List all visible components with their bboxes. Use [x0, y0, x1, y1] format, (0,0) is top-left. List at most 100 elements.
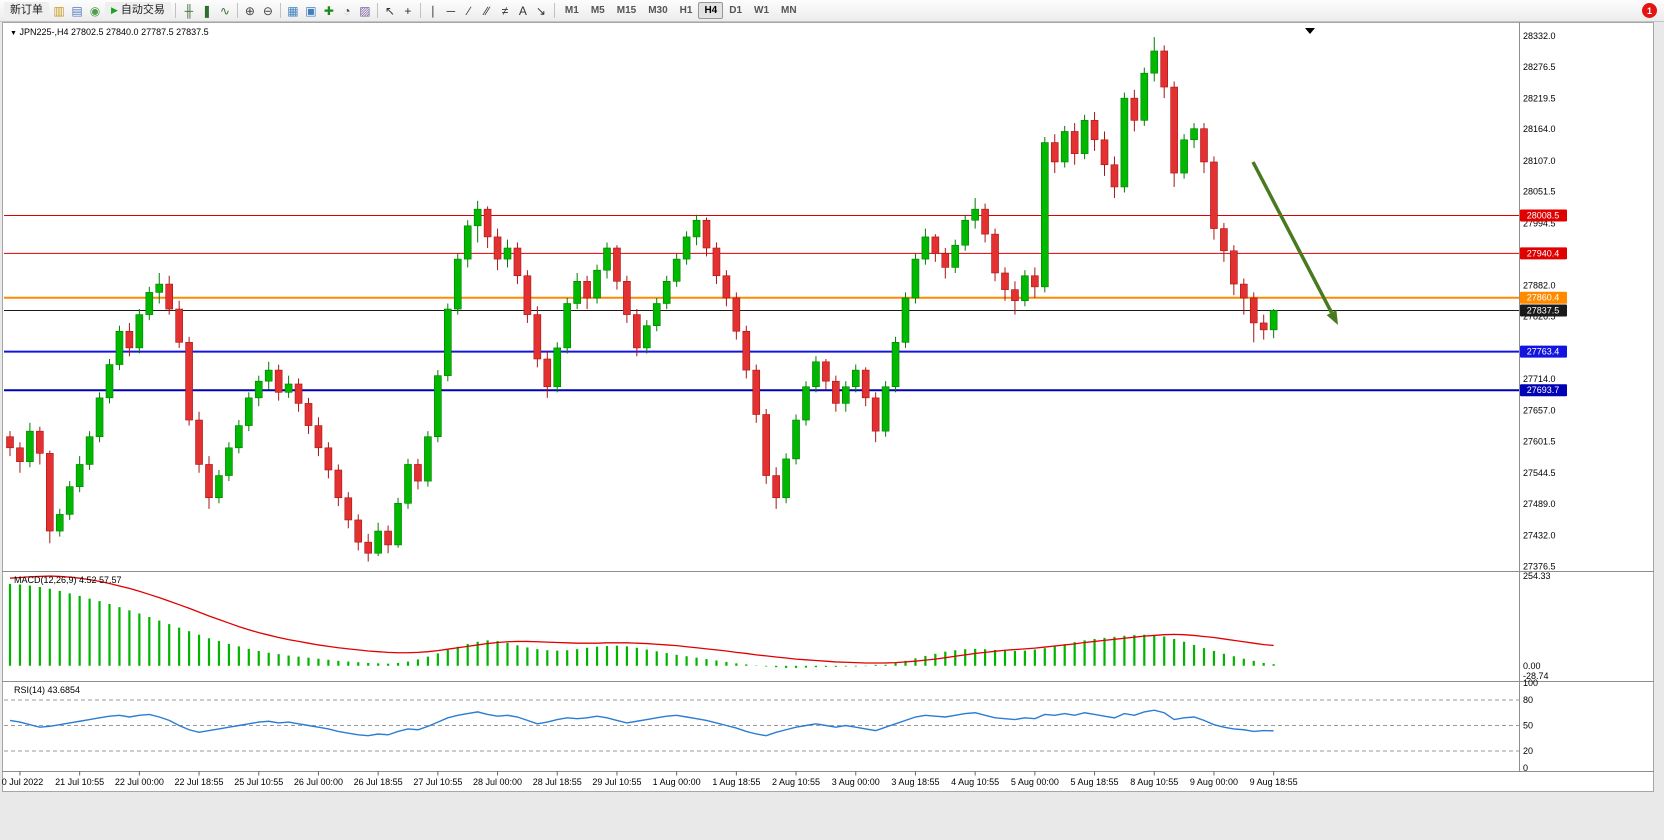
chart-ohlc-values: 27802.5 27840.0 27787.5 27837.5 [71, 27, 209, 37]
trendline-icon[interactable]: ∕ [467, 3, 470, 18]
svg-text:27657.0: 27657.0 [1523, 406, 1556, 416]
svg-text:1 Aug 00:00: 1 Aug 00:00 [653, 777, 701, 787]
timeframe-h1[interactable]: H1 [679, 5, 693, 16]
svg-text:80: 80 [1523, 695, 1533, 705]
svg-text:-28.74: -28.74 [1523, 671, 1549, 681]
svg-text:27432.0: 27432.0 [1523, 530, 1556, 540]
cursor-icon[interactable]: ↖ [384, 3, 395, 18]
toolbar-separator [174, 3, 176, 18]
timeframe-m15[interactable]: M15 [616, 5, 637, 16]
price-badge [1520, 304, 1567, 317]
svg-text:3 Aug 00:00: 3 Aug 00:00 [832, 777, 880, 787]
template-icon[interactable]: ▨ [359, 3, 371, 18]
timeframe-m1[interactable]: M1 [564, 5, 579, 16]
svg-text:26 Jul 00:00: 26 Jul 00:00 [294, 777, 343, 787]
svg-text:0.00: 0.00 [1523, 661, 1541, 671]
svg-text:27860.4: 27860.4 [1527, 293, 1560, 303]
timeframe-m5[interactable]: M5 [590, 5, 605, 16]
zoom-out-icon[interactable]: ⊖ [262, 3, 273, 18]
svg-text:0: 0 [1523, 763, 1528, 773]
text-icon[interactable]: A [518, 3, 527, 18]
toolbar-separator [376, 3, 378, 18]
chart-window[interactable]: 28332.0 28276.5 28219.5 28164.0 28107.0 28051… [0, 22, 1654, 792]
new-chart-icon[interactable]: ▣ [305, 3, 317, 18]
candlestick-chart-icon[interactable]: ❚ [201, 3, 212, 18]
svg-text:1 Aug 18:55: 1 Aug 18:55 [712, 777, 760, 787]
channel-icon[interactable]: ∕∕ [484, 3, 489, 18]
notification-badge[interactable]: 1 [1642, 3, 1657, 18]
crosshair-icon[interactable]: + [404, 3, 412, 18]
svg-text:4 Aug 10:55: 4 Aug 10:55 [951, 777, 999, 787]
svg-text:27376.5: 27376.5 [1523, 561, 1556, 571]
svg-text:27940.4: 27940.4 [1527, 248, 1560, 258]
price-badge [1520, 247, 1567, 260]
macd-panel: 254.33 0.00-28.74 [8, 571, 1551, 681]
zoom-in-icon[interactable]: ⊕ [244, 3, 255, 18]
timeframe-d1[interactable]: D1 [729, 5, 743, 16]
svg-text:27714.0: 27714.0 [1523, 374, 1556, 384]
svg-text:3 Aug 18:55: 3 Aug 18:55 [891, 777, 939, 787]
svg-text:27994.5: 27994.5 [1523, 218, 1556, 228]
time-axis[interactable]: 20 Jul 2022 21 Jul 10:55 22 Jul 00:00 22 Ju… [0, 771, 1298, 788]
svg-text:21 Jul 10:55: 21 Jul 10:55 [55, 777, 104, 787]
period-icon[interactable]: ◔ [343, 3, 351, 18]
price-badge [1520, 384, 1567, 397]
svg-text:28164.0: 28164.0 [1523, 124, 1556, 134]
svg-text:27693.7: 27693.7 [1527, 385, 1560, 395]
svg-text:2 Aug 10:55: 2 Aug 10:55 [772, 777, 820, 787]
svg-text:28 Jul 18:55: 28 Jul 18:55 [533, 777, 582, 787]
vertical-line-icon[interactable]: ∣ [429, 3, 436, 18]
chart-canvas[interactable]: 28332.0 28276.5 28219.5 28164.0 28107.0 28051… [0, 22, 1654, 792]
scroll-to-end-marker[interactable] [1305, 28, 1315, 34]
price-badge [1520, 291, 1567, 304]
timeframe-w1[interactable]: W1 [754, 5, 770, 16]
bar-chart-icon[interactable]: ╫ [184, 3, 194, 18]
new-order-button[interactable]: 新订单 [4, 1, 49, 20]
toolbar-separator [279, 3, 281, 18]
svg-text:20: 20 [1523, 746, 1533, 756]
toolbar-tool-icons: ╫ ❚ ∿ ⊕ ⊖ ▦ ▣ ✚ ◔ ▨ ↖ + ∣ ─ ∕ ∕∕ ≠ A ↘ [180, 2, 550, 20]
arrows-icon[interactable]: ↘ [535, 3, 546, 18]
chart-symbol-period: JPN225-,H4 [19, 27, 69, 37]
auto-trading-label: 自动交易 [120, 4, 165, 16]
svg-text:25 Jul 10:55: 25 Jul 10:55 [234, 777, 283, 787]
data-window-icon[interactable]: ▤ [71, 3, 83, 18]
timeframe-m30[interactable]: M30 [648, 5, 668, 16]
svg-text:28219.5: 28219.5 [1523, 93, 1556, 103]
horizontal-line-icon[interactable]: ─ [446, 3, 456, 18]
svg-text:28008.5: 28008.5 [1527, 211, 1560, 221]
chart-dropdown-icon[interactable]: ▼ [10, 30, 17, 37]
rsi-indicator-label: RSI(14) 43.6854 [14, 685, 81, 695]
line-chart-icon[interactable]: ∿ [219, 3, 230, 18]
svg-text:100: 100 [1523, 678, 1538, 688]
charts-icon[interactable]: ▥ [53, 3, 65, 18]
chart-title: ▼ JPN225-,H4 27802.5 27840.0 27787.5 278… [10, 27, 209, 37]
price-axis: 28332.0 28276.5 28219.5 28164.0 28107.0 28051… [1520, 31, 1567, 571]
svg-text:27544.5: 27544.5 [1523, 468, 1556, 478]
svg-text:9 Aug 00:00: 9 Aug 00:00 [1190, 777, 1238, 787]
svg-text:22 Jul 00:00: 22 Jul 00:00 [115, 777, 164, 787]
svg-text:27882.0: 27882.0 [1523, 281, 1556, 291]
toolbar-separator [236, 3, 238, 18]
macd-indicator-label: MACD(12,26,9) 4.52 57.57 [14, 575, 122, 585]
timeframe-h4[interactable]: H4 [698, 2, 724, 19]
tile-windows-icon[interactable]: ▦ [287, 3, 299, 18]
svg-text:28332.0: 28332.0 [1523, 31, 1556, 41]
timeframe-mn[interactable]: MN [781, 5, 797, 16]
trend-arrow-annotation[interactable] [1251, 161, 1338, 325]
svg-text:28276.5: 28276.5 [1523, 62, 1556, 72]
indicators-icon[interactable]: ✚ [323, 3, 334, 18]
svg-text:254.33: 254.33 [1523, 571, 1551, 581]
auto-trading-button[interactable]: ▶ 自动交易 [105, 1, 171, 20]
svg-text:28 Jul 00:00: 28 Jul 00:00 [473, 777, 522, 787]
rsi-line [9, 709, 1274, 737]
fibonacci-icon[interactable]: ≠ [501, 3, 509, 18]
svg-text:50: 50 [1523, 721, 1533, 731]
svg-text:28051.5: 28051.5 [1523, 187, 1556, 197]
svg-text:27837.5: 27837.5 [1527, 305, 1560, 315]
svg-text:27 Jul 10:55: 27 Jul 10:55 [413, 777, 462, 787]
navigator-icon[interactable]: ◉ [89, 3, 101, 18]
svg-text:29 Jul 10:55: 29 Jul 10:55 [592, 777, 641, 787]
svg-text:22 Jul 18:55: 22 Jul 18:55 [175, 777, 224, 787]
toolbar-separator [419, 3, 421, 18]
